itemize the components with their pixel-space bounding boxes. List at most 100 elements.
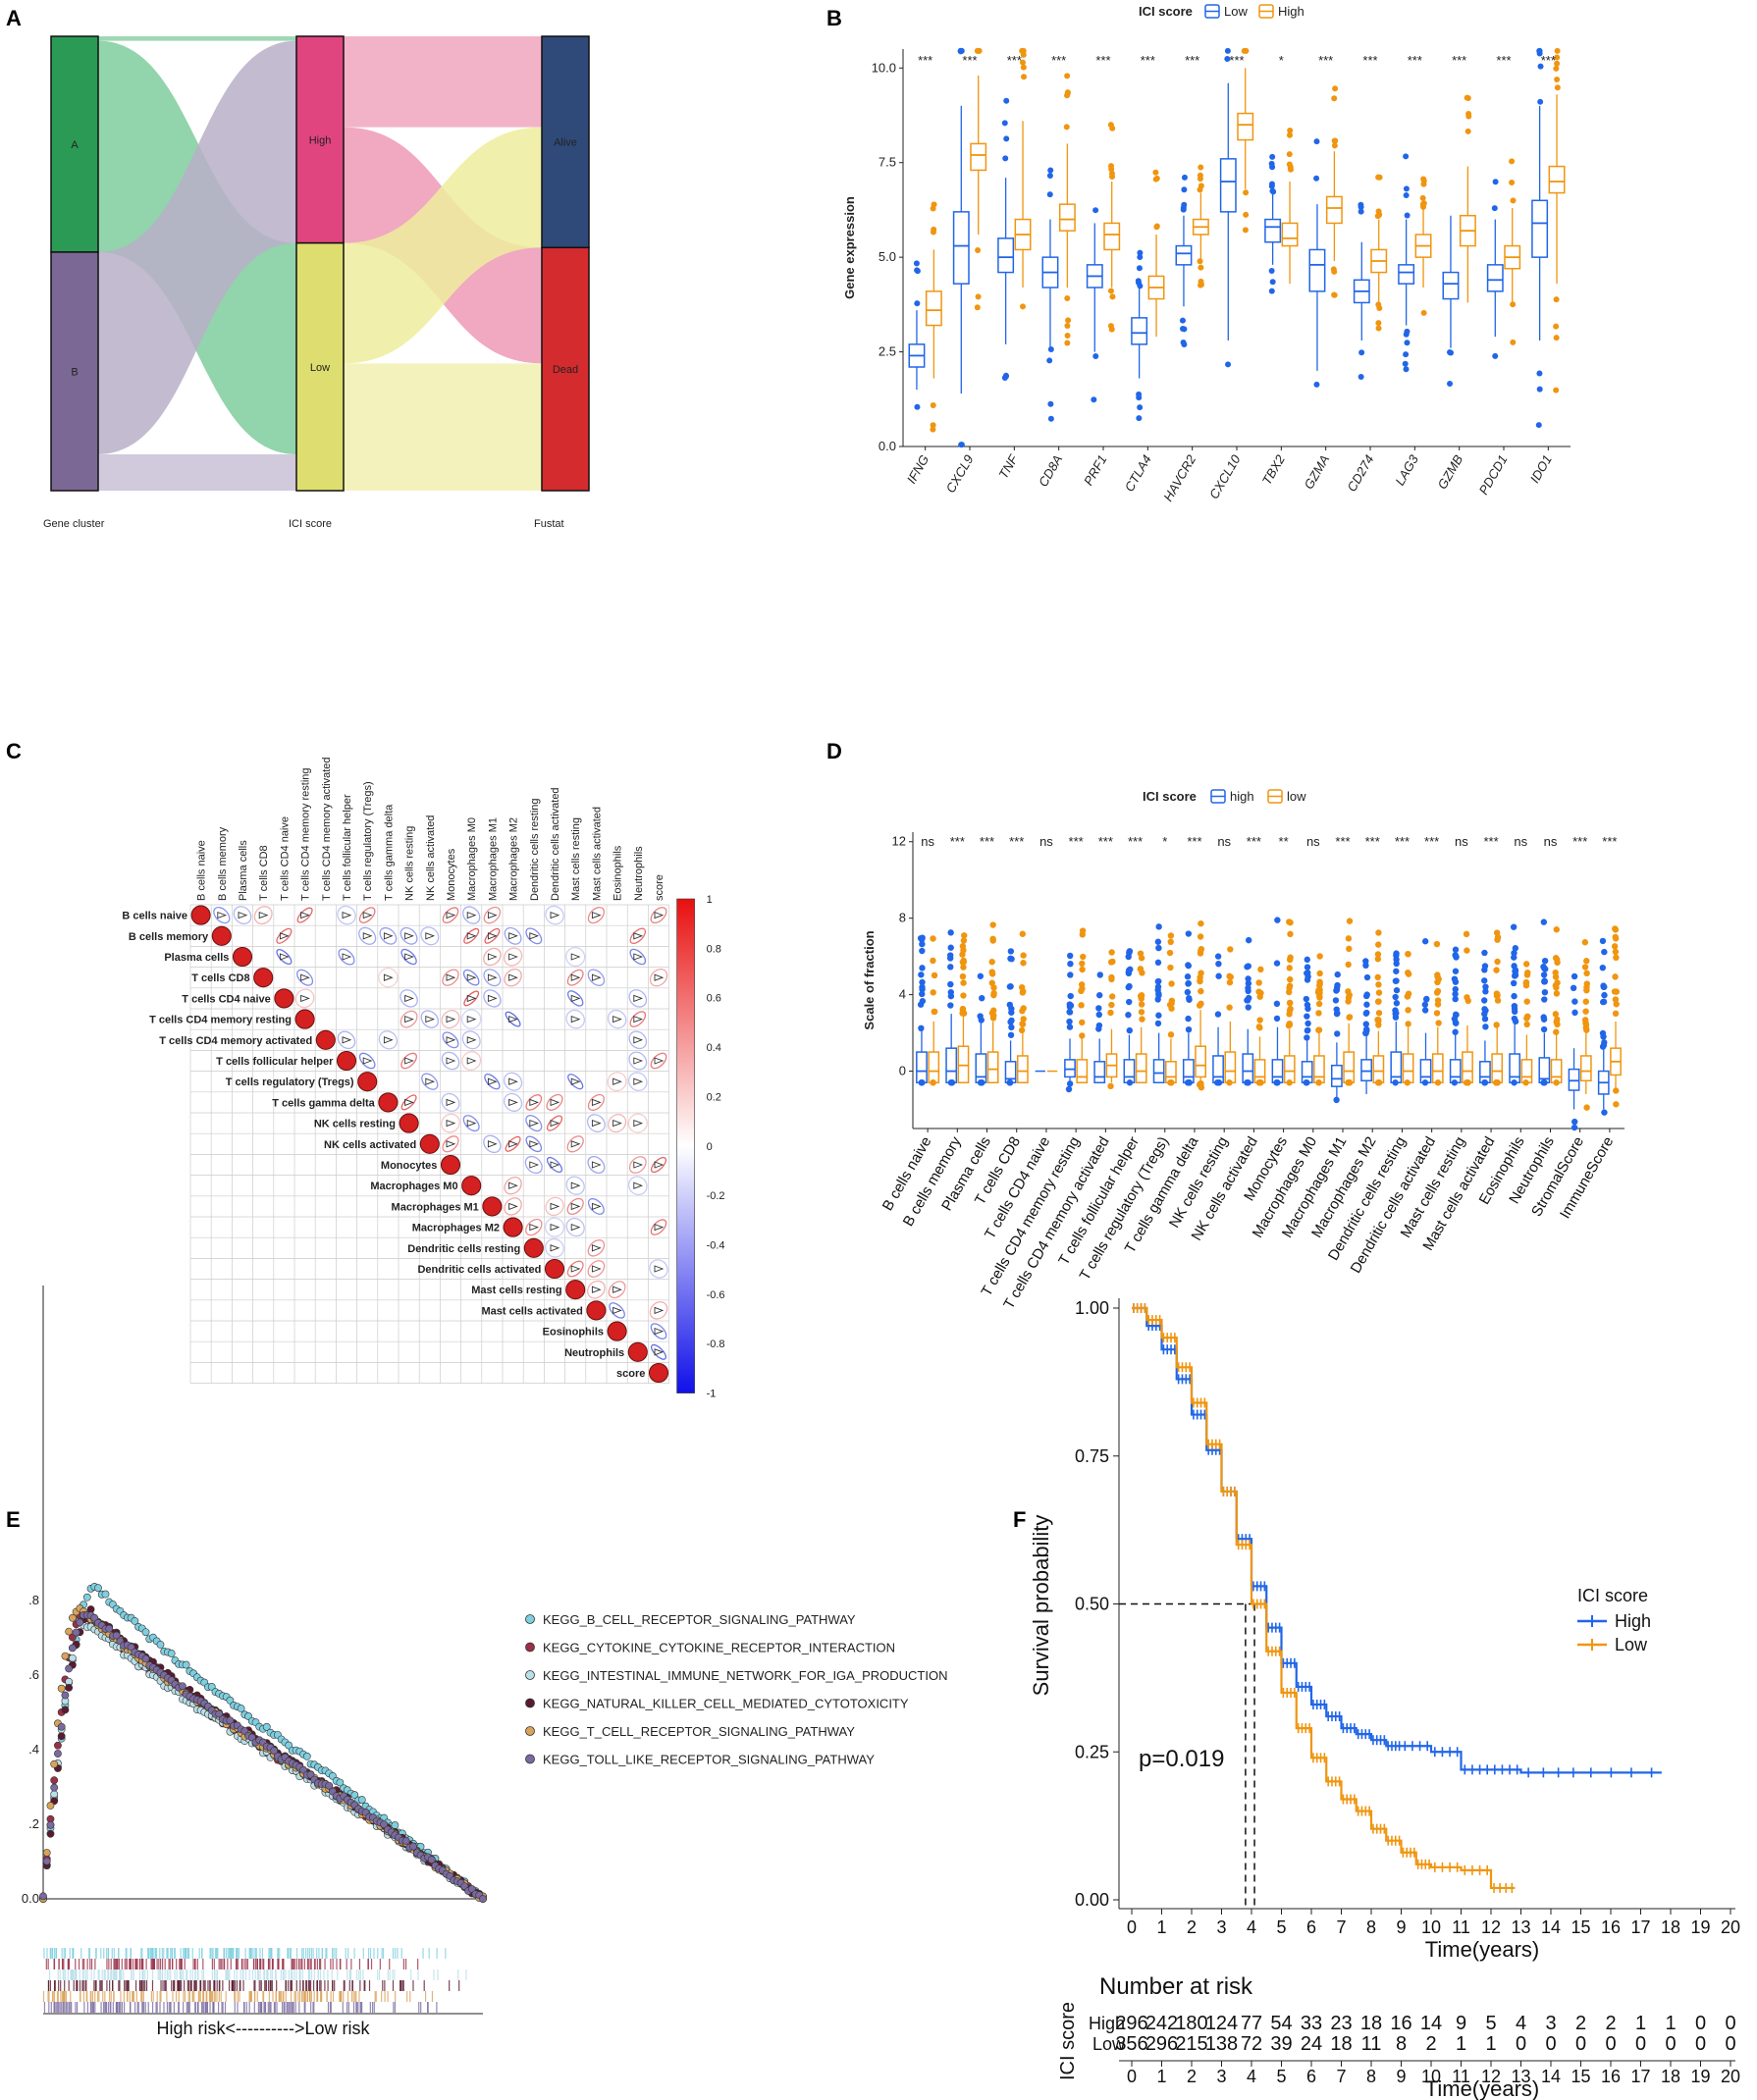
outlier-point [1154, 1020, 1162, 1027]
corr-ellipse [461, 1030, 481, 1050]
outlier-point [1198, 919, 1204, 927]
outlier-point [1245, 1004, 1251, 1011]
legend-title: ICI score [1139, 4, 1193, 19]
outlier-point [1511, 1002, 1518, 1010]
outlier-point [1553, 335, 1560, 341]
outlier-point [1313, 381, 1320, 388]
outlier-point [1304, 1013, 1310, 1020]
gsea-point [50, 1776, 59, 1785]
corr-ellipse [442, 969, 459, 986]
corr-ellipse [545, 905, 564, 925]
outlier-point [1152, 169, 1159, 176]
outlier-point [1092, 353, 1099, 360]
corr-ellipse [253, 906, 273, 925]
km-curve-low [1132, 1306, 1516, 1890]
outlier-point [1286, 1079, 1293, 1086]
corr-pie-mark [591, 1161, 602, 1169]
km-x-tick-label: 13 [1511, 1917, 1530, 1937]
risk-x-tick-label: 11 [1452, 2067, 1470, 2086]
outlier-point [1375, 941, 1382, 948]
outlier-point [1345, 988, 1352, 995]
outlier-point [1510, 301, 1517, 308]
outlier-point [1537, 98, 1544, 105]
outlier-point [1138, 992, 1145, 999]
significance-label: *** [1095, 53, 1110, 68]
corr-ellipse [505, 1011, 521, 1027]
corr-ellipse [607, 1072, 627, 1092]
risk-value: 0 [1575, 2033, 1586, 2055]
box-low [1135, 1053, 1147, 1083]
outlier-point [1137, 254, 1144, 261]
gsea-point [65, 1627, 74, 1636]
outlier-point [1304, 1005, 1311, 1013]
outlier-point [1167, 964, 1174, 971]
risk-value: 0 [1665, 2033, 1676, 2055]
km-y-tick-label: 1.00 [1075, 1298, 1109, 1318]
corr-ellipse [399, 926, 418, 945]
corr-diag-circle [315, 1029, 336, 1050]
corr-ellipse [358, 926, 377, 945]
outlier-point [1403, 191, 1410, 198]
outlier-point [1332, 85, 1339, 92]
corr-row-label: Plasma cells [164, 952, 229, 964]
corr-diag-circle [482, 1196, 503, 1217]
gsea-point [46, 1802, 55, 1810]
outlier-point [1362, 1010, 1370, 1017]
x-tick-label: CXCL10 [1206, 451, 1244, 501]
outlier-point [1066, 952, 1074, 960]
km-y-tick-label: 0.75 [1075, 1446, 1109, 1466]
sankey-node-b [50, 251, 99, 492]
box-high [1419, 1059, 1432, 1083]
corr-diag-circle [461, 1176, 482, 1196]
outlier-point [1126, 982, 1133, 990]
corr-pie-mark [550, 1161, 560, 1169]
outlier-point [1198, 183, 1204, 189]
corr-pie-mark [591, 1265, 602, 1273]
box-low [1402, 1053, 1414, 1083]
outlier-point [1244, 964, 1251, 971]
significance-label: *** [1362, 53, 1377, 68]
box-low [1579, 1055, 1592, 1082]
corr-pie-mark [612, 1077, 622, 1085]
panel-label-a: A [6, 6, 22, 30]
outlier-point [1522, 982, 1530, 989]
corr-pie-mark [487, 911, 498, 919]
corr-pie-mark [633, 1015, 644, 1024]
outlier-point [1374, 973, 1381, 981]
km-x-tick-label: 12 [1481, 1917, 1501, 1937]
corr-pie-mark [342, 1036, 352, 1044]
corr-pie-mark [487, 973, 498, 981]
outlier-point [1393, 1000, 1401, 1007]
outlier-point [1227, 946, 1234, 953]
gsea-point [131, 1616, 139, 1625]
risk-x-tick-label: 15 [1571, 2067, 1590, 2086]
outlier-point [1334, 971, 1341, 978]
corr-diag-circle [419, 1133, 440, 1154]
corr-col-label: NK cells activated [425, 815, 437, 901]
corr-ellipse [504, 1092, 523, 1112]
outlier-point [1095, 1011, 1102, 1019]
outlier-point [1095, 1005, 1102, 1012]
corr-pie-mark [570, 1223, 581, 1232]
outlier-point [1137, 966, 1145, 972]
corr-pie-mark [570, 1077, 581, 1085]
outlier-point [1198, 164, 1204, 171]
corr-pie-mark [487, 1140, 498, 1148]
outlier-point [1108, 163, 1115, 170]
corr-pie-mark [633, 932, 644, 940]
gsea-point [76, 1618, 84, 1627]
outlier-point [1226, 1079, 1233, 1086]
outlier-point [1021, 74, 1028, 80]
box-high [1325, 195, 1343, 225]
outlier-point [1196, 1002, 1203, 1009]
outlier-point [1109, 958, 1116, 966]
outlier-point [1493, 991, 1501, 998]
risk-table-ylabel: ICI score [1057, 2002, 1079, 2080]
risk-value: 0 [1725, 2033, 1735, 2055]
outlier-point [1405, 1021, 1411, 1027]
outlier-point [1108, 174, 1115, 181]
outlier-point [1046, 357, 1053, 364]
outlier-point [1078, 981, 1086, 988]
outlier-point [1536, 386, 1543, 393]
outlier-point [988, 979, 995, 986]
